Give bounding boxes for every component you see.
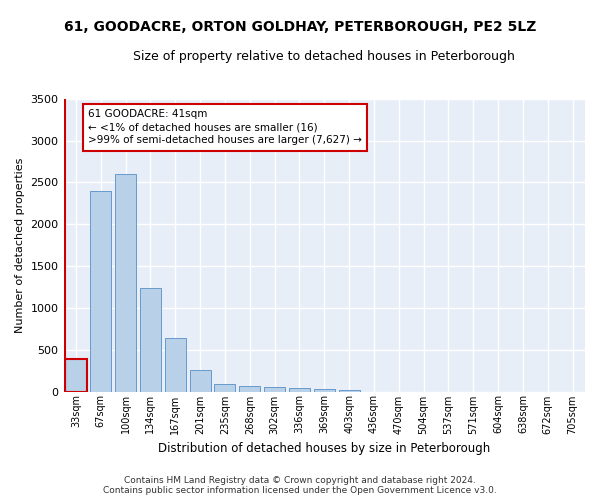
Bar xyxy=(314,389,335,392)
Bar xyxy=(165,338,186,392)
Bar xyxy=(338,390,359,392)
Bar xyxy=(289,388,310,392)
Bar xyxy=(239,386,260,392)
Text: Contains HM Land Registry data © Crown copyright and database right 2024.
Contai: Contains HM Land Registry data © Crown c… xyxy=(103,476,497,495)
Y-axis label: Number of detached properties: Number of detached properties xyxy=(15,158,25,333)
Title: Size of property relative to detached houses in Peterborough: Size of property relative to detached ho… xyxy=(133,50,515,63)
Bar xyxy=(264,387,285,392)
Text: 61 GOODACRE: 41sqm
← <1% of detached houses are smaller (16)
>99% of semi-detach: 61 GOODACRE: 41sqm ← <1% of detached hou… xyxy=(88,109,362,146)
Bar xyxy=(90,191,112,392)
Bar xyxy=(190,370,211,392)
Bar xyxy=(140,288,161,392)
Bar xyxy=(65,359,86,392)
Bar xyxy=(214,384,235,392)
Text: 61, GOODACRE, ORTON GOLDHAY, PETERBOROUGH, PE2 5LZ: 61, GOODACRE, ORTON GOLDHAY, PETERBOROUG… xyxy=(64,20,536,34)
X-axis label: Distribution of detached houses by size in Peterborough: Distribution of detached houses by size … xyxy=(158,442,490,455)
Bar xyxy=(115,174,136,392)
